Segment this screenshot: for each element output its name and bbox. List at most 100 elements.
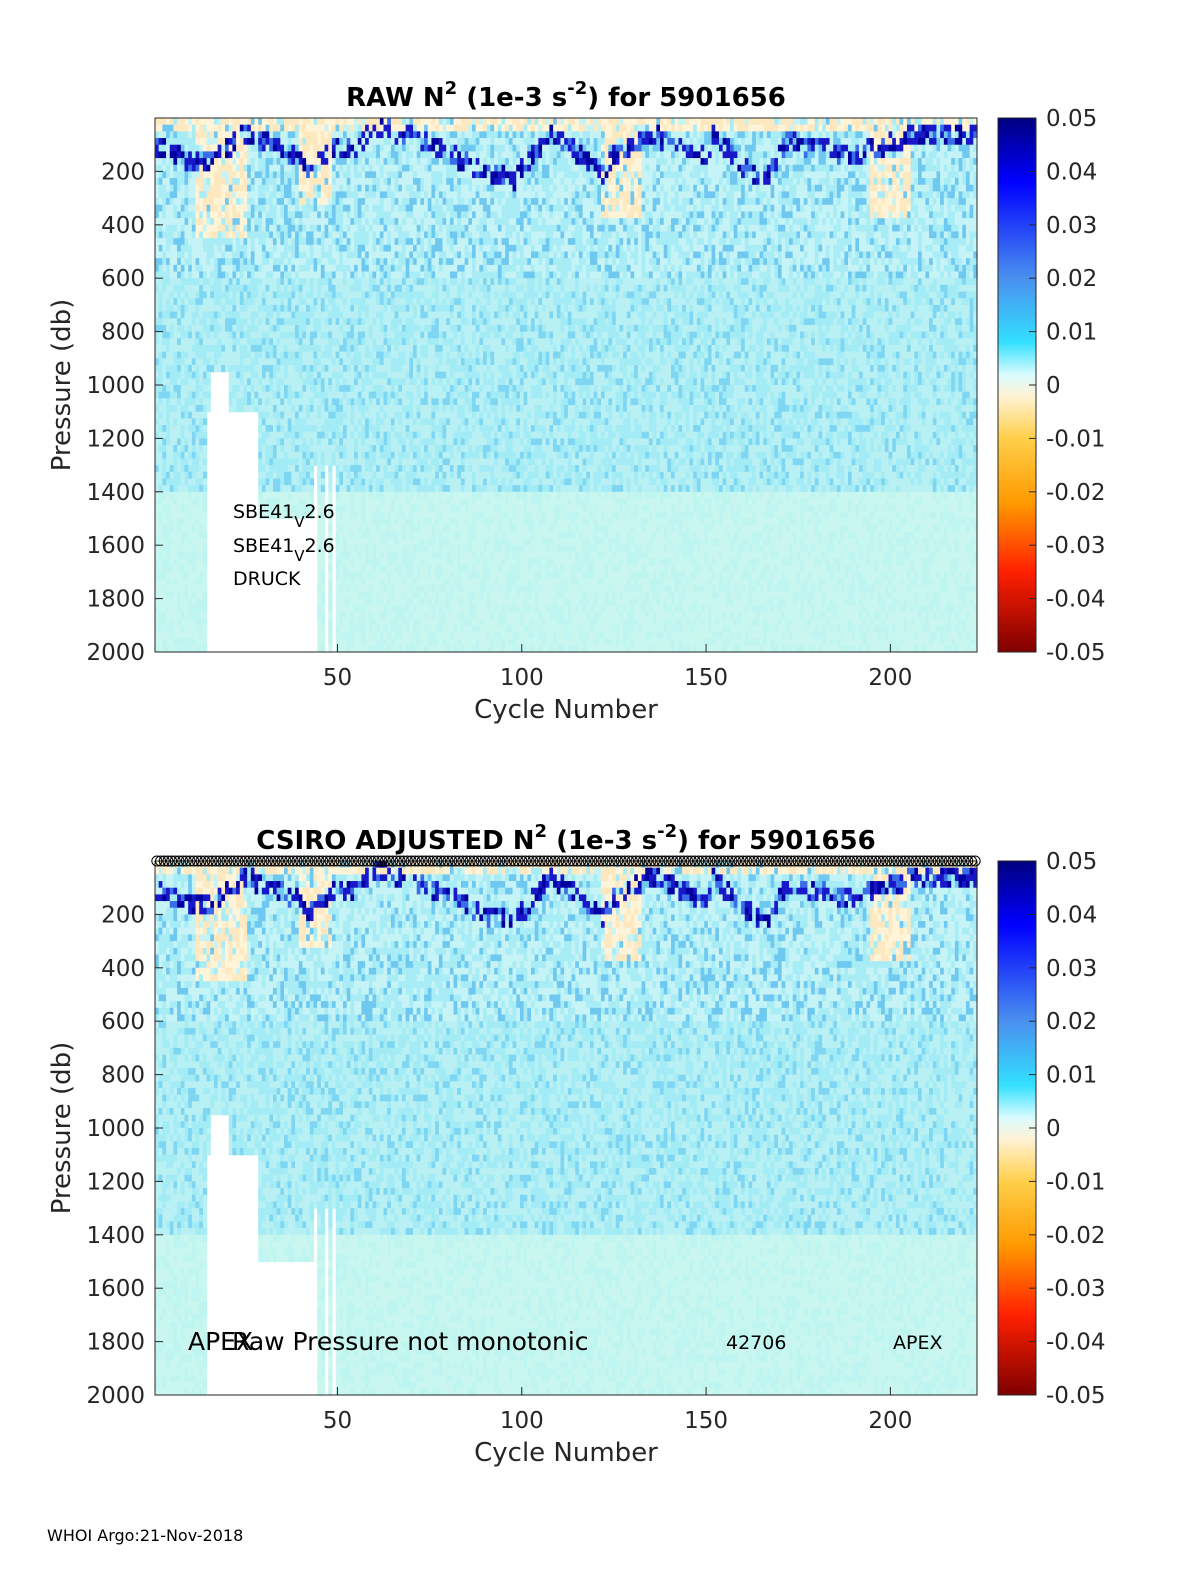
heatmap-cell bbox=[380, 365, 384, 372]
heatmap-cell bbox=[295, 392, 299, 399]
heatmap-cell bbox=[181, 552, 185, 559]
heatmap-cell bbox=[395, 372, 399, 379]
heatmap-cell bbox=[402, 272, 406, 279]
heatmap-cell bbox=[295, 245, 299, 252]
heatmap-cell bbox=[325, 185, 329, 192]
heatmap-cell bbox=[280, 178, 284, 185]
heatmap-cell bbox=[196, 472, 200, 479]
heatmap-cell bbox=[291, 445, 295, 452]
heatmap-cell bbox=[166, 385, 170, 392]
heatmap-cell bbox=[384, 131, 388, 138]
heatmap-cell bbox=[255, 292, 259, 299]
heatmap-cell bbox=[159, 211, 163, 218]
heatmap-cell bbox=[192, 619, 196, 626]
heatmap-cell bbox=[336, 572, 340, 579]
heatmap-cell bbox=[376, 579, 380, 586]
heatmap-cell bbox=[420, 325, 424, 332]
heatmap-cell bbox=[387, 258, 391, 265]
heatmap-cell bbox=[232, 252, 236, 259]
heatmap-cell bbox=[365, 252, 369, 259]
heatmap-cell bbox=[350, 579, 354, 586]
heatmap-cell bbox=[343, 125, 347, 132]
heatmap-cell bbox=[225, 358, 229, 365]
heatmap-cell bbox=[196, 365, 200, 372]
heatmap-cell bbox=[177, 539, 181, 546]
heatmap-cell bbox=[361, 292, 365, 299]
heatmap-cell bbox=[354, 452, 358, 459]
heatmap-cell bbox=[162, 338, 166, 345]
heatmap-cell bbox=[288, 352, 292, 359]
heatmap-cell bbox=[424, 552, 428, 559]
heatmap-cell bbox=[166, 231, 170, 238]
heatmap-cell bbox=[347, 418, 351, 425]
heatmap-cell bbox=[365, 645, 369, 652]
heatmap-cell bbox=[384, 458, 388, 465]
heatmap-cell bbox=[350, 158, 354, 165]
heatmap-cell bbox=[361, 138, 365, 145]
heatmap-cell bbox=[162, 191, 166, 198]
heatmap-cell bbox=[369, 559, 373, 566]
heatmap-cell bbox=[369, 519, 373, 526]
heatmap-cell bbox=[372, 378, 376, 385]
heatmap-cell bbox=[372, 545, 376, 552]
heatmap-cell bbox=[328, 151, 332, 158]
heatmap-cell bbox=[173, 378, 177, 385]
heatmap-cell bbox=[314, 245, 318, 252]
heatmap-cell bbox=[420, 605, 424, 612]
heatmap-cell bbox=[277, 425, 281, 432]
heatmap-cell bbox=[258, 285, 262, 292]
heatmap-cell bbox=[380, 205, 384, 212]
heatmap-cell bbox=[155, 125, 159, 132]
heatmap-cell bbox=[343, 599, 347, 606]
heatmap-cell bbox=[159, 278, 163, 285]
heatmap-cell bbox=[317, 612, 321, 619]
heatmap-cell bbox=[288, 258, 292, 265]
heatmap-cell bbox=[192, 519, 196, 526]
heatmap-cell bbox=[321, 352, 325, 359]
heatmap-cell bbox=[339, 625, 343, 632]
heatmap-cell bbox=[376, 352, 380, 359]
heatmap-cell bbox=[406, 485, 410, 492]
heatmap-cell bbox=[406, 612, 410, 619]
heatmap-cell bbox=[354, 171, 358, 178]
heatmap-cell bbox=[365, 325, 369, 332]
heatmap-cell bbox=[395, 305, 399, 312]
heatmap-cell bbox=[380, 191, 384, 198]
heatmap-cell bbox=[317, 305, 321, 312]
heatmap-cell bbox=[395, 338, 399, 345]
heatmap-cell bbox=[424, 478, 428, 485]
heatmap-cell bbox=[325, 198, 329, 205]
heatmap-cell bbox=[203, 472, 207, 479]
heatmap-cell bbox=[181, 452, 185, 459]
heatmap-cell bbox=[251, 372, 255, 379]
heatmap-cell bbox=[240, 345, 244, 352]
heatmap-cell bbox=[155, 639, 159, 646]
heatmap-cell bbox=[199, 612, 203, 619]
heatmap-cell bbox=[413, 231, 417, 238]
heatmap-cell bbox=[203, 151, 207, 158]
heatmap-cell bbox=[317, 318, 321, 325]
heatmap-cell bbox=[170, 245, 174, 252]
heatmap-cell bbox=[336, 298, 340, 305]
heatmap-cell bbox=[325, 358, 329, 365]
heatmap-cell bbox=[243, 398, 247, 405]
heatmap-cell bbox=[361, 252, 365, 259]
heatmap-cell bbox=[284, 392, 288, 399]
heatmap-cell bbox=[166, 252, 170, 259]
heatmap-cell bbox=[177, 585, 181, 592]
heatmap-cell bbox=[376, 605, 380, 612]
heatmap-cell bbox=[266, 398, 270, 405]
heatmap-cell bbox=[273, 345, 277, 352]
heatmap-cell bbox=[236, 258, 240, 265]
heatmap-cell bbox=[409, 472, 413, 479]
heatmap-cell bbox=[420, 225, 424, 232]
heatmap-cell bbox=[288, 131, 292, 138]
heatmap-cell bbox=[380, 211, 384, 218]
heatmap-cell bbox=[162, 539, 166, 546]
heatmap-cell bbox=[372, 131, 376, 138]
heatmap-cell bbox=[306, 118, 310, 125]
heatmap-cell bbox=[417, 465, 421, 472]
heatmap-cell bbox=[302, 125, 306, 132]
heatmap-cell bbox=[262, 312, 266, 319]
heatmap-cell bbox=[361, 245, 365, 252]
